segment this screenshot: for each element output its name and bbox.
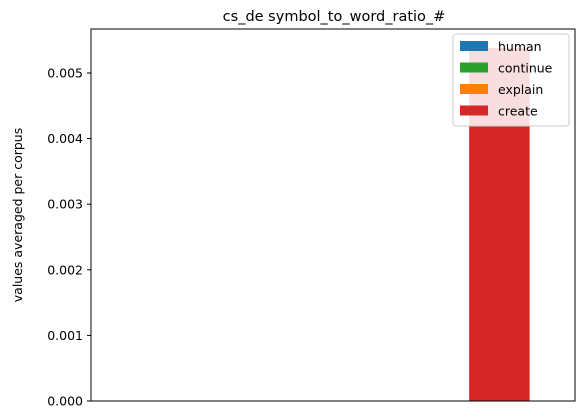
y-tick-label: 0.004: [47, 131, 83, 146]
chart-title: cs_de symbol_to_word_ratio_#: [223, 9, 446, 25]
legend-swatch-create: [460, 105, 488, 116]
y-axis-label: values averaged per corpus: [10, 128, 25, 302]
y-tick-label: 0.001: [47, 328, 83, 343]
y-tick-label: 0.000: [47, 394, 83, 409]
legend: human continue explain create: [452, 33, 570, 127]
y-tick-label: 0.005: [47, 65, 83, 80]
legend-frame: [452, 33, 570, 127]
y-tick-label: 0.002: [47, 262, 83, 277]
legend-label-human: human: [498, 39, 542, 54]
legend-label-create: create: [498, 104, 538, 119]
plot-frame: [90, 28, 576, 402]
legend-swatch-explain: [460, 84, 488, 94]
y-tick-label: 0.003: [47, 197, 83, 212]
legend-label-explain: explain: [498, 82, 543, 97]
legend-label-continue: continue: [498, 61, 553, 76]
legend-swatch-human: [460, 41, 488, 51]
y-axis-ticks: 0.000 0.001 0.002 0.003 0.004 0.005: [47, 65, 91, 409]
legend-swatch-continue: [460, 62, 488, 73]
